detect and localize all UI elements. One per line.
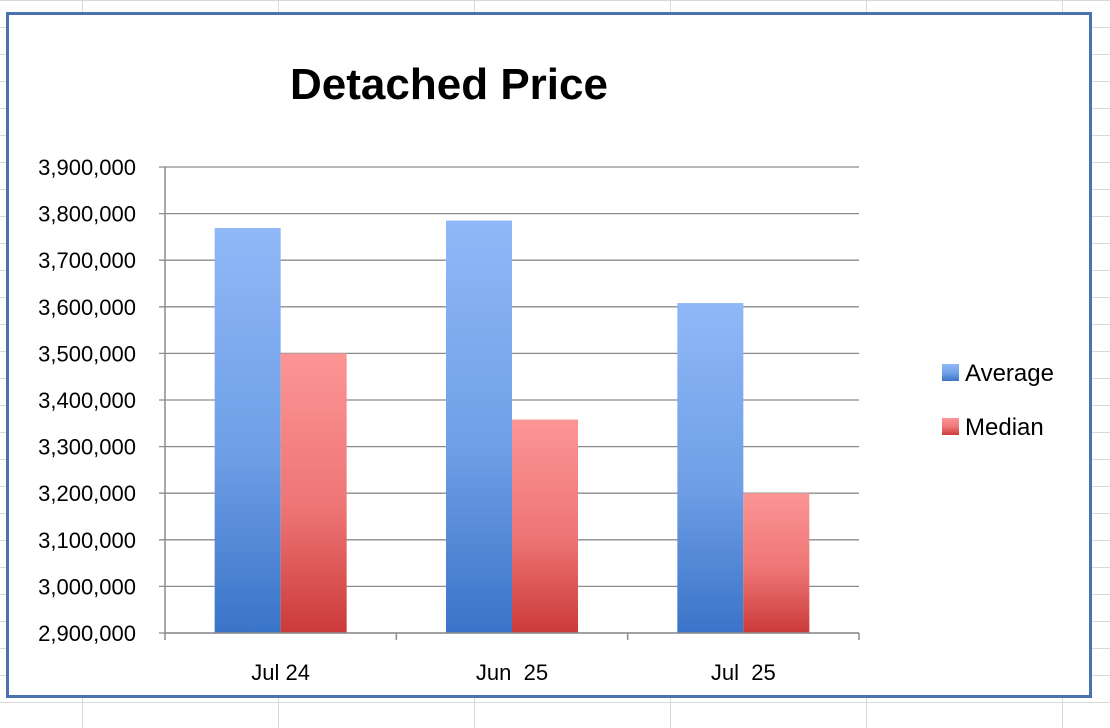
bar-median	[512, 419, 578, 633]
x-tick-label: Jul 25	[711, 660, 776, 685]
y-tick-label: 3,200,000	[38, 481, 136, 506]
legend-label-median: Median	[965, 414, 1044, 441]
legend-swatch-average	[942, 364, 959, 381]
legend-label-average: Average	[965, 360, 1054, 387]
y-tick-label: 3,900,000	[38, 155, 136, 180]
y-tick-label: 3,700,000	[38, 248, 136, 273]
y-tick-label: 3,300,000	[38, 435, 136, 460]
y-tick-label: 3,500,000	[38, 341, 136, 366]
y-tick-label: 3,800,000	[38, 202, 136, 227]
y-tick-label: 3,600,000	[38, 295, 136, 320]
y-tick-label: 2,900,000	[38, 621, 136, 646]
bar-average	[446, 220, 512, 633]
x-tick-label: Jul 24	[251, 660, 310, 685]
bar-average	[677, 303, 744, 633]
x-tick-label: Jun 25	[476, 660, 548, 685]
chart-title: Detached Price	[290, 60, 608, 109]
bar-average	[214, 228, 281, 633]
y-tick-label: 3,000,000	[38, 574, 136, 599]
y-tick-label: 3,100,000	[38, 528, 136, 553]
y-tick-label: 3,400,000	[38, 388, 136, 413]
legend-swatch-median	[942, 418, 959, 435]
bar-median	[743, 493, 810, 633]
bar-median	[280, 353, 347, 633]
